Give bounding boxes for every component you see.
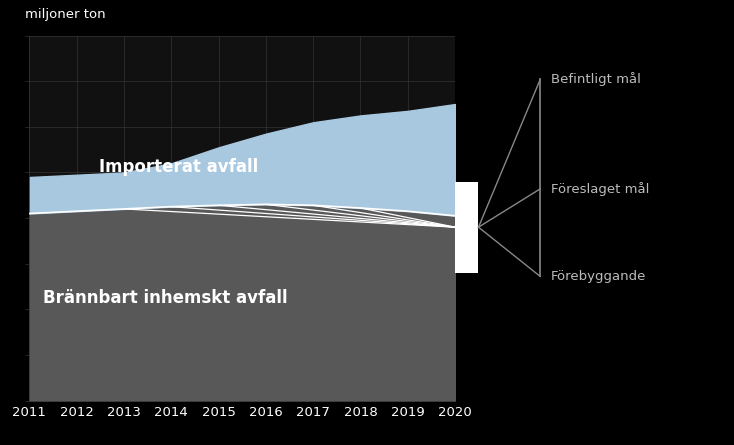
Text: Befintligt mål: Befintligt mål — [551, 73, 641, 86]
Text: Förebyggande: Förebyggande — [551, 270, 647, 283]
Text: Brännbart inhemskt avfall: Brännbart inhemskt avfall — [43, 289, 288, 307]
Text: Importerat avfall: Importerat avfall — [99, 158, 258, 176]
Text: Föreslaget mål: Föreslaget mål — [551, 182, 650, 196]
Text: miljoner ton: miljoner ton — [25, 8, 106, 21]
